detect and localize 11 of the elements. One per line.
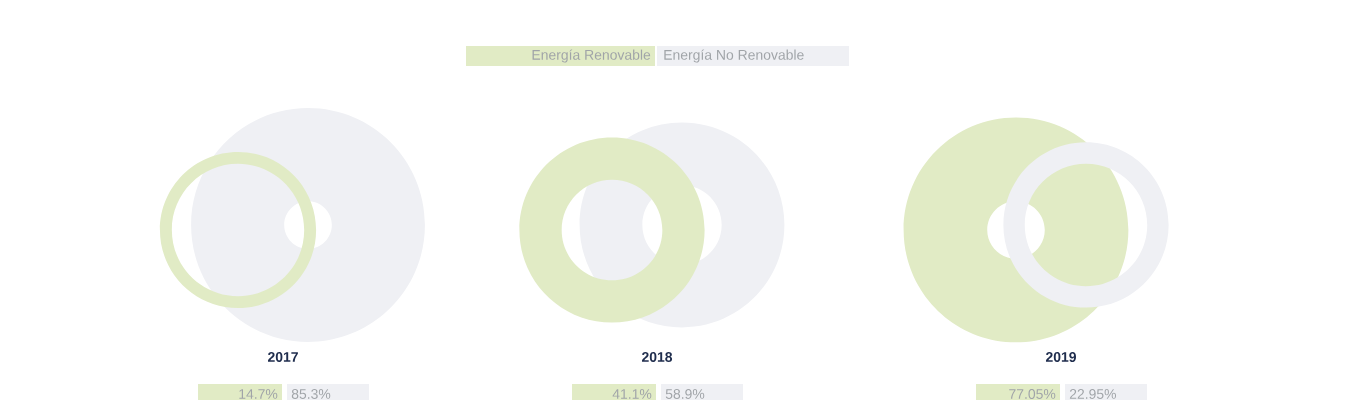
data-label: 85.3%	[291, 389, 331, 399]
data-label: 14.7%	[239, 389, 278, 399]
category-label: 2017	[267, 352, 298, 362]
text: Energía Renovable	[532, 49, 651, 63]
category-label: 2018	[641, 352, 673, 362]
data-label: 22.95%	[1069, 389, 1117, 399]
category-label: 2019	[1045, 352, 1076, 362]
data-label: 77.05%	[1009, 389, 1056, 399]
data-label: 58.9%	[665, 389, 705, 399]
text: Energía No Renovable	[664, 49, 804, 63]
data-label: 41.1%	[612, 389, 652, 399]
